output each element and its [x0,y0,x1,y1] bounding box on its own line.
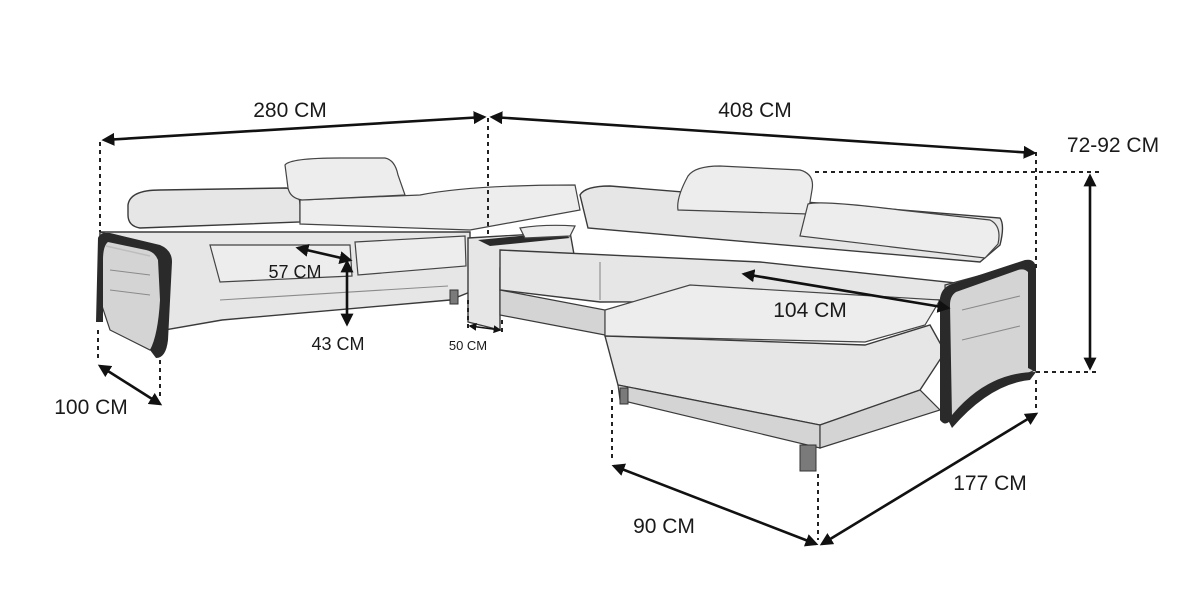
label-back-length: 408 CM [718,99,792,122]
arrow-408 [489,111,1037,159]
arrow-90 [611,463,819,547]
label-left-length: 280 CM [253,99,327,122]
arrow-57 [295,244,353,264]
label-chaise-length: 177 CM [953,472,1027,495]
label-seat-depth: 57 CM [268,262,321,282]
label-chaise-width: 104 CM [773,299,847,322]
label-left-depth: 100 CM [54,396,128,419]
label-seat-height: 43 CM [311,334,364,354]
arrow-104 [741,269,951,313]
label-chaise-front: 90 CM [633,515,695,538]
arrow-100 [97,364,163,406]
arrow-50 [468,322,502,334]
label-corner-table: 50 CM [449,338,487,353]
dimension-labels: 280 CM 408 CM 72-92 CM 57 CM 43 CM 50 CM… [54,99,1159,538]
arrow-280 [101,111,487,146]
dimension-arrows [97,111,1097,547]
label-height-range: 72-92 CM [1067,134,1159,157]
sofa-illustration [96,157,1036,472]
arrow-177 [819,412,1039,546]
